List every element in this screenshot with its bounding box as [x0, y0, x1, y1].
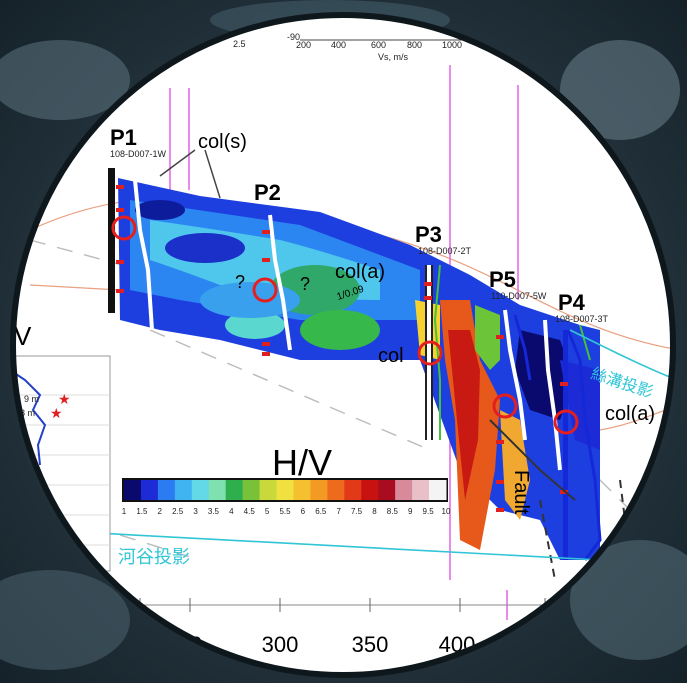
cola-annotation-right: col(a) [605, 403, 655, 425]
colorbar-tick-label: 8 [372, 507, 377, 516]
col-annotation: col [378, 345, 404, 367]
colorbar-cell [293, 480, 311, 500]
marker-p1 [111, 215, 137, 241]
inset-partial-label: V [14, 321, 32, 351]
colorbar-tick-label: 8.5 [387, 507, 399, 516]
colorbar-ticks: 1 1.5 2 2.5 3 3.5 4 4.5 5 5.5 6 6.5 7 7.5 8 8.5 9 9.5 10 [122, 507, 451, 516]
colorbar-cell [208, 480, 227, 500]
inset-star-2: ★ [50, 405, 63, 421]
colorbar-cell [429, 480, 447, 500]
colorbar-tick-label: 3.5 [208, 507, 220, 516]
colorbar-cell [378, 480, 396, 500]
colorbar-tick-label: 3 [193, 507, 198, 516]
well-sublabel-p4: 108-D007-3T [555, 314, 609, 324]
bottom-tick-350: 350 [352, 632, 389, 657]
borehole-columns [108, 168, 568, 560]
colorbar-tick-label: 7 [336, 507, 341, 516]
well-sublabel-p1: 108-D007-1W [110, 149, 167, 159]
colorbar-cell [276, 480, 294, 500]
green-logs [433, 264, 591, 440]
colorbar-tick-label: 9 [408, 507, 413, 516]
inset-marker-1: 9 m [24, 394, 39, 404]
colorbar-cell [259, 480, 278, 500]
vs-tick-400: 400 [331, 40, 346, 50]
colorbar-title: H/V [272, 442, 332, 483]
bottom-tick-300: 300 [262, 632, 299, 657]
cols-annotation: col(s) [198, 131, 247, 153]
colorbar-tick-label: 10 [442, 507, 451, 516]
cola-annotation-mid: col(a) [335, 261, 385, 283]
lens-rim [10, 12, 676, 678]
colorbar-tick-label: 5 [265, 507, 270, 516]
vs-tick-1000: 1000 [442, 40, 462, 50]
vs-tick-800: 800 [407, 40, 422, 50]
vs-tick-600: 600 [371, 40, 386, 50]
inset-marker-2: 8 m [20, 408, 35, 418]
colorbar-cell [140, 480, 159, 500]
colorbar-tick-label: 7.5 [351, 507, 363, 516]
colorbar-tick-label: 9.5 [423, 507, 435, 516]
red-circle-markers [111, 215, 579, 435]
colorbar-tick-label: 2.5 [172, 507, 184, 516]
well-logs [133, 179, 562, 471]
cyan-projection-lines [39, 329, 673, 561]
fault-lines [489, 419, 631, 581]
marker-p2 [252, 277, 278, 303]
colorbar-tick-label: 1 [122, 507, 127, 516]
colorbar-tick-label: 1.5 [136, 507, 148, 516]
colorbar-tick-label: 2 [158, 507, 163, 516]
vs-unit-label: Vs, m/s [378, 52, 409, 62]
marker-p4 [553, 409, 579, 435]
river-projection-label: 河谷投影 [118, 547, 190, 568]
colorbar-tick-label: 4.5 [244, 507, 256, 516]
marker-p3 [417, 340, 443, 366]
vs-tick-200: 200 [296, 40, 311, 50]
colorbar-cell [412, 480, 430, 500]
colorbar-cell [157, 480, 176, 500]
colorbar-cell [310, 480, 328, 500]
well-label-p4: P4 [558, 290, 586, 315]
well-label-p1: P1 [110, 125, 137, 150]
question-mark-1: ? [235, 272, 245, 292]
question-mark-2: ? [300, 274, 310, 294]
well-sublabel-p5: 110-D007-5W [491, 291, 547, 301]
colorbar-cell [327, 480, 345, 500]
sample-marks [116, 185, 568, 512]
colorbar-tick-label: 6 [301, 507, 306, 516]
marker-p5 [492, 393, 518, 419]
colorbar [124, 480, 447, 500]
colorbar-cell [174, 480, 193, 500]
fault-annotation: Fault [510, 470, 532, 515]
well-label-p5: P5 [489, 267, 516, 292]
inset-star-1: ★ [58, 391, 71, 407]
colorbar-cell [191, 480, 210, 500]
colorbar-cell [361, 480, 379, 500]
colorbar-cell [124, 480, 142, 500]
colorbar-tick-label: 5.5 [279, 507, 291, 516]
colorbar-cell [225, 480, 244, 500]
colorbar-cell [242, 480, 261, 500]
well-label-p3: P3 [415, 222, 442, 247]
colorbar-cell [344, 480, 362, 500]
well-label-p2: P2 [254, 180, 281, 205]
colorbar-cell [395, 480, 413, 500]
well-sublabel-p3: 108-D007-2T [418, 246, 472, 256]
vs-scale: 2.5 -90 200 400 600 800 1000 Vs, m/s [233, 32, 470, 62]
vs-scale-neg-tick: -90 [287, 32, 300, 42]
cols-pointer [159, 149, 221, 199]
colorbar-tick-label: 4 [229, 507, 234, 516]
blue-vs-logs [513, 314, 602, 561]
colorbar-tick-label: 6.5 [315, 507, 327, 516]
vs-scale-tick-left: 2.5 [233, 39, 246, 49]
